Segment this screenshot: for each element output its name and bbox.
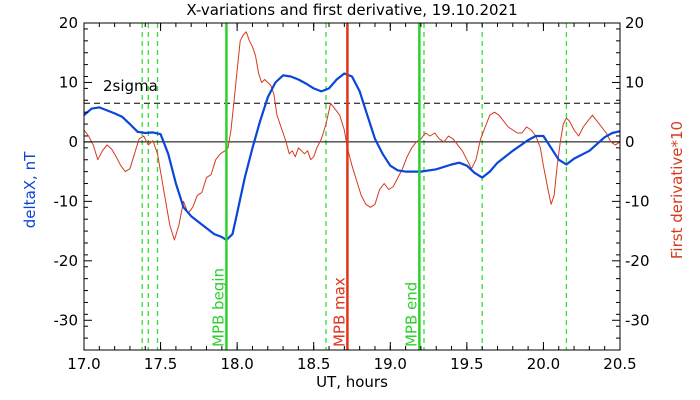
- y-tick-label-right: 10: [625, 73, 644, 91]
- x-tick-label: 18.5: [297, 355, 330, 373]
- x-tick-label: 17.5: [144, 355, 177, 373]
- x-tick-label: 17.0: [67, 355, 100, 373]
- y-tick-label-left: 0: [68, 133, 78, 151]
- y-tick-label-left: -30: [54, 311, 79, 329]
- x-tick-label: 20.0: [527, 355, 560, 373]
- y-tick-label-right: 20: [625, 14, 644, 32]
- mpb-max-label: MPB max: [330, 277, 348, 347]
- y-tick-label-right: -10: [625, 192, 650, 210]
- x-tick-label: 20.5: [603, 355, 636, 373]
- mpb-end-label: MPB end: [402, 282, 420, 347]
- series-line-derivative: [83, 31, 621, 241]
- plot-frame: [83, 22, 621, 351]
- y-tick-label-left: -20: [54, 252, 79, 270]
- y-axis-label-left: deltaX, nT: [21, 151, 39, 228]
- y-tick-label-left: 20: [59, 14, 78, 32]
- chart-title: X-variations and first derivative, 19.10…: [186, 1, 517, 19]
- series-line-deltax: [83, 72, 621, 242]
- y-tick-label-right: -30: [625, 311, 650, 329]
- x-axis-label: UT, hours: [316, 373, 388, 391]
- y-tick-label-right: -20: [625, 252, 650, 270]
- mpb-begin-label: MPB begin: [209, 268, 227, 347]
- y-tick-label-left: 10: [59, 73, 78, 91]
- x-tick-label: 19.0: [374, 355, 407, 373]
- y-tick-label-right: 0: [625, 133, 635, 151]
- y-tick-label-left: -10: [54, 192, 79, 210]
- threshold-label: 2sigma: [103, 77, 158, 95]
- x-tick-label: 18.0: [220, 355, 253, 373]
- y-axis-label-right: First derivative*10: [668, 121, 686, 259]
- x-tick-label: 19.5: [450, 355, 483, 373]
